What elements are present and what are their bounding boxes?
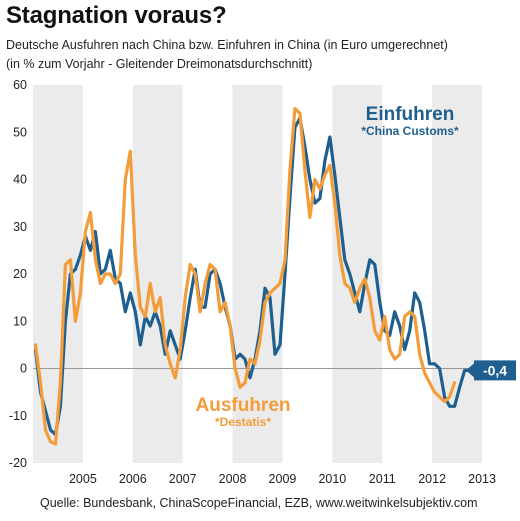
- legend-ausfuhren-label: Ausfuhren: [196, 395, 291, 416]
- end-value-pointer: [466, 363, 474, 378]
- year-band-1: [132, 85, 183, 463]
- y-tick-label: 50: [13, 125, 27, 139]
- chart-subtitle-line-2: (in % zum Vorjahr - Gleitender Dreimonat…: [6, 57, 313, 71]
- y-tick-label: 30: [13, 220, 27, 234]
- year-band-3: [332, 85, 383, 463]
- chart-source: Quelle: Bundesbank, ChinaScopeFinancial,…: [40, 496, 478, 510]
- legend-einfuhren-label: Einfuhren: [366, 104, 455, 125]
- x-tick-label: 2008: [219, 472, 247, 486]
- year-band-4: [432, 85, 483, 463]
- y-tick-label: -20: [9, 456, 27, 470]
- y-tick-label: 20: [13, 267, 27, 281]
- x-tick-label: 2009: [269, 472, 297, 486]
- y-tick-label: -10: [9, 409, 27, 423]
- y-tick-label: 0: [20, 362, 27, 376]
- chart-title: Stagnation voraus?: [6, 2, 227, 29]
- legend-ausfuhren-source: *Destatis*: [215, 415, 271, 429]
- x-tick-label: 2005: [69, 472, 97, 486]
- series-einfuhren-line: [33, 116, 472, 437]
- x-tick-label: 2013: [468, 472, 496, 486]
- x-tick-label: 2007: [169, 472, 197, 486]
- end-value-badge: [474, 360, 516, 381]
- year-band-2: [232, 85, 283, 463]
- chart-subtitle-line-1: Deutsche Ausfuhren nach China bzw. Einfu…: [6, 38, 448, 52]
- x-tick-label: 2012: [418, 472, 446, 486]
- x-tick-label: 2006: [119, 472, 147, 486]
- legend-einfuhren-source: *China Customs*: [361, 124, 459, 138]
- x-tick-label: 2011: [369, 472, 396, 486]
- y-tick-label: 60: [13, 78, 27, 92]
- series-ausfuhren-line: [33, 107, 457, 446]
- y-tick-label: 40: [13, 173, 27, 187]
- x-tick-label: 2010: [318, 472, 346, 486]
- end-value-label: -0,4: [483, 362, 507, 378]
- y-tick-label: 10: [13, 314, 27, 328]
